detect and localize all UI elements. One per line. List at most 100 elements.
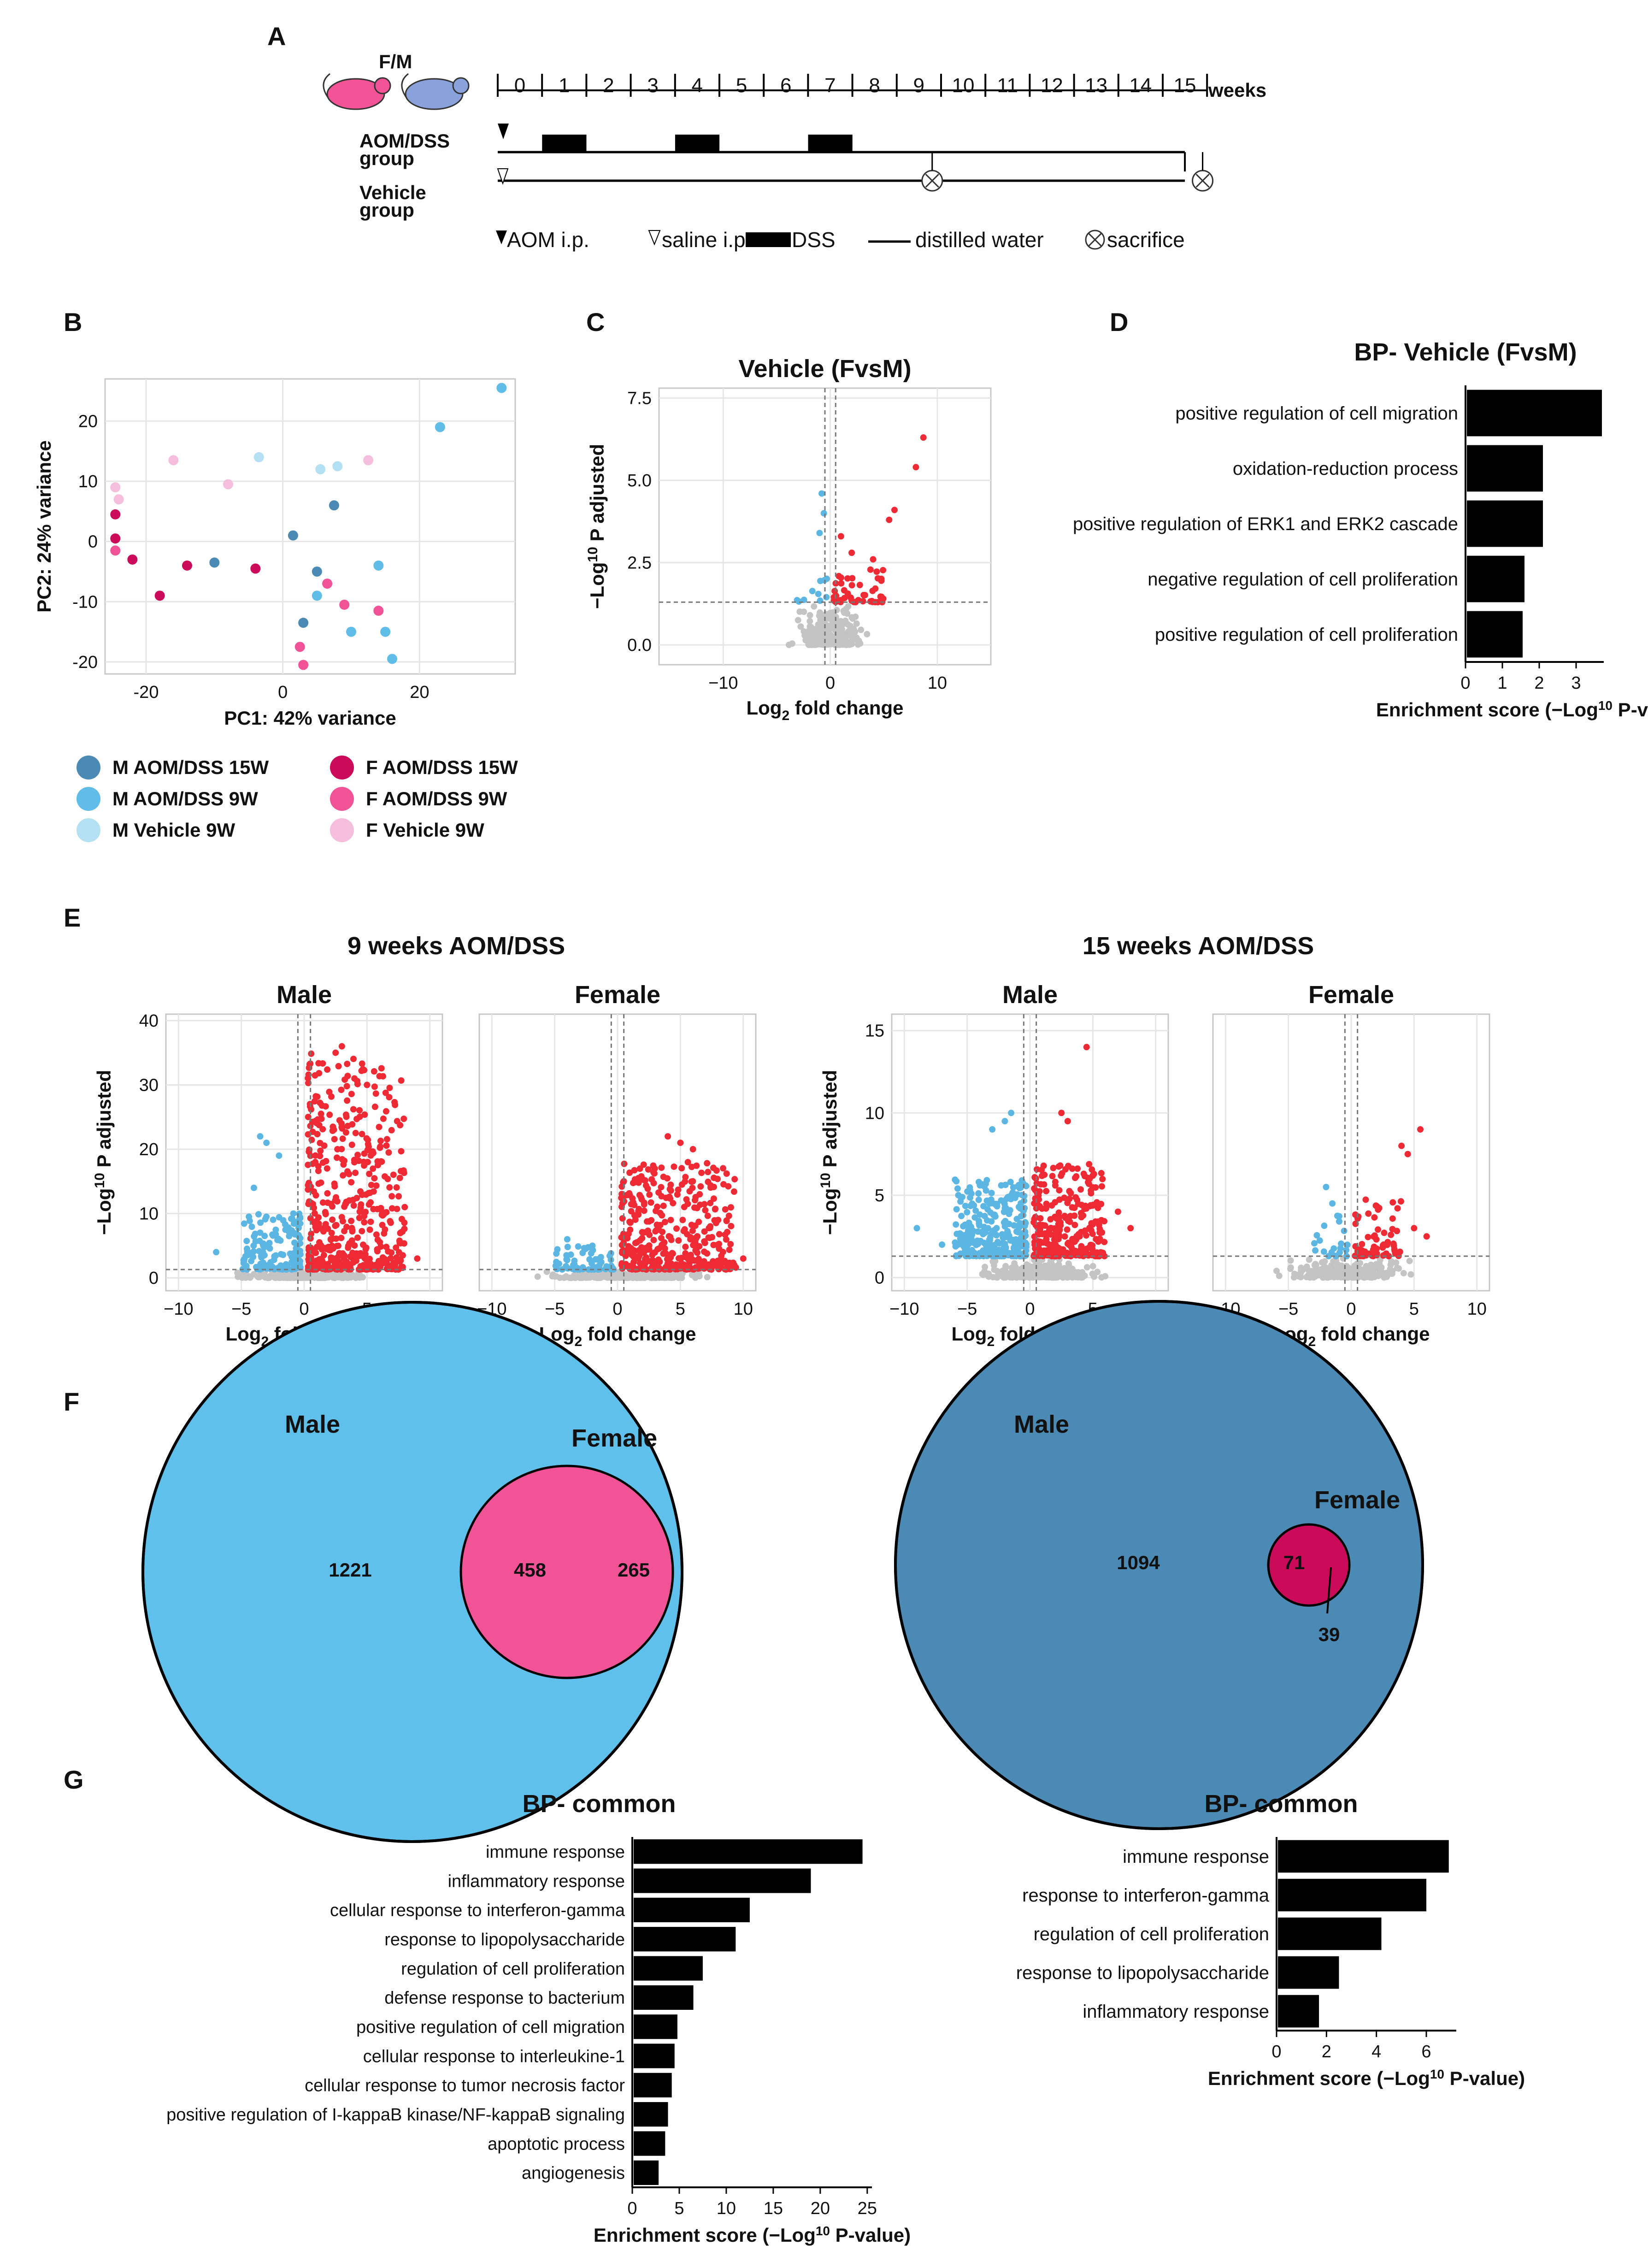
ns-gene-point	[990, 1262, 997, 1269]
up-gene-point	[380, 1115, 387, 1122]
down-gene-point	[563, 1252, 570, 1259]
up-gene-point	[312, 1152, 319, 1159]
down-gene-point	[953, 1178, 960, 1185]
ns-gene-point	[806, 642, 812, 649]
up-gene-point	[655, 1256, 662, 1263]
down-gene-point	[297, 1251, 304, 1258]
bar	[634, 2044, 675, 2068]
up-gene-point	[1390, 1240, 1397, 1247]
ns-gene-point	[1019, 1264, 1026, 1271]
up-gene-point	[836, 573, 842, 579]
y-tick-label: 15	[865, 1022, 884, 1041]
up-gene-point	[363, 1135, 370, 1142]
down-gene-point	[271, 1253, 278, 1260]
up-gene-point	[1365, 1210, 1372, 1217]
ns-gene-point	[271, 1274, 278, 1281]
down-gene-point	[276, 1214, 283, 1221]
ns-gene-point	[1368, 1265, 1375, 1272]
pca-point	[339, 599, 350, 610]
down-gene-point	[1016, 1185, 1023, 1192]
down-gene-point	[1020, 1207, 1027, 1214]
ns-gene-point	[806, 618, 813, 625]
down-gene-point	[967, 1249, 974, 1256]
ns-gene-point	[1056, 1273, 1063, 1280]
up-gene-point	[338, 1087, 345, 1093]
up-gene-point	[377, 1143, 384, 1150]
up-gene-point	[338, 1234, 345, 1241]
up-gene-point	[321, 1142, 328, 1149]
up-gene-point	[1064, 1226, 1071, 1233]
up-gene-point	[1037, 1215, 1044, 1222]
down-gene-point	[250, 1184, 257, 1191]
down-gene-point	[957, 1198, 964, 1205]
pca-point	[315, 464, 326, 474]
down-gene-point	[1001, 1219, 1007, 1226]
y-tick-label: 0.0	[627, 636, 652, 655]
pca-point	[223, 479, 233, 490]
panel-label-c: C	[586, 307, 605, 337]
pca-point	[127, 554, 138, 565]
up-gene-point	[1043, 1247, 1050, 1254]
up-gene-point	[638, 1194, 645, 1201]
ns-gene-point	[818, 628, 825, 635]
up-gene-point	[674, 1265, 681, 1272]
down-gene-point	[1006, 1221, 1012, 1228]
ns-gene-point	[828, 632, 835, 639]
down-gene-point	[980, 1231, 987, 1238]
ns-gene-point	[832, 620, 839, 627]
up-gene-point	[1030, 1219, 1037, 1226]
dss-icon	[746, 232, 791, 247]
up-gene-point	[364, 1158, 371, 1165]
x-axis-label: Enrichment score (−Log10 P-value)	[1208, 2067, 1525, 2089]
up-gene-point	[714, 1241, 721, 1248]
up-gene-point	[351, 1242, 358, 1249]
up-gene-point	[308, 1230, 315, 1237]
up-gene-point	[1388, 1231, 1395, 1238]
down-gene-point	[1329, 1200, 1336, 1207]
up-gene-point	[319, 1199, 326, 1206]
y-tick-label: 10	[865, 1104, 884, 1123]
pca-point	[312, 591, 322, 601]
pca-point	[298, 660, 309, 670]
up-gene-point	[380, 1259, 387, 1266]
ns-gene-point	[1056, 1265, 1063, 1272]
ns-gene-point	[1375, 1271, 1382, 1278]
bar	[634, 1897, 750, 1922]
ns-gene-point	[627, 1273, 634, 1280]
up-gene-point	[659, 1241, 665, 1248]
up-gene-point	[658, 1184, 665, 1191]
bar	[634, 2073, 672, 2097]
ns-gene-point	[864, 631, 871, 638]
up-gene-point	[376, 1073, 383, 1080]
ns-gene-point	[563, 1273, 570, 1280]
up-gene-point	[400, 1167, 407, 1174]
up-gene-point	[671, 1163, 677, 1170]
ns-gene-point	[1287, 1257, 1294, 1264]
up-gene-point	[723, 1170, 730, 1177]
down-gene-point	[603, 1263, 610, 1270]
down-gene-point	[243, 1238, 250, 1245]
up-gene-point	[694, 1205, 700, 1211]
y-tick-label: -10	[72, 592, 98, 612]
up-gene-point	[1058, 1172, 1065, 1179]
down-gene-point	[267, 1259, 274, 1266]
up-gene-point	[639, 1229, 646, 1236]
up-gene-point	[1061, 1212, 1068, 1219]
x-axis-label: PC1: 42% variance	[224, 707, 396, 729]
up-gene-point	[654, 1246, 661, 1252]
down-gene-point	[952, 1243, 959, 1250]
plot-title: Female	[1308, 981, 1394, 1009]
up-gene-point	[1052, 1178, 1059, 1185]
y-tick-label: 7.5	[627, 389, 652, 408]
up-gene-point	[343, 1223, 350, 1230]
up-gene-point	[366, 1170, 373, 1177]
down-gene-point	[282, 1221, 288, 1228]
up-gene-point	[1071, 1212, 1078, 1219]
ns-gene-point	[579, 1274, 586, 1281]
ns-gene-point	[568, 1275, 575, 1282]
up-gene-point	[305, 1131, 312, 1138]
up-gene-point	[1043, 1205, 1050, 1211]
up-gene-point	[689, 1184, 696, 1191]
up-gene-point	[308, 1136, 315, 1143]
legend-dss: DSS	[792, 228, 836, 252]
